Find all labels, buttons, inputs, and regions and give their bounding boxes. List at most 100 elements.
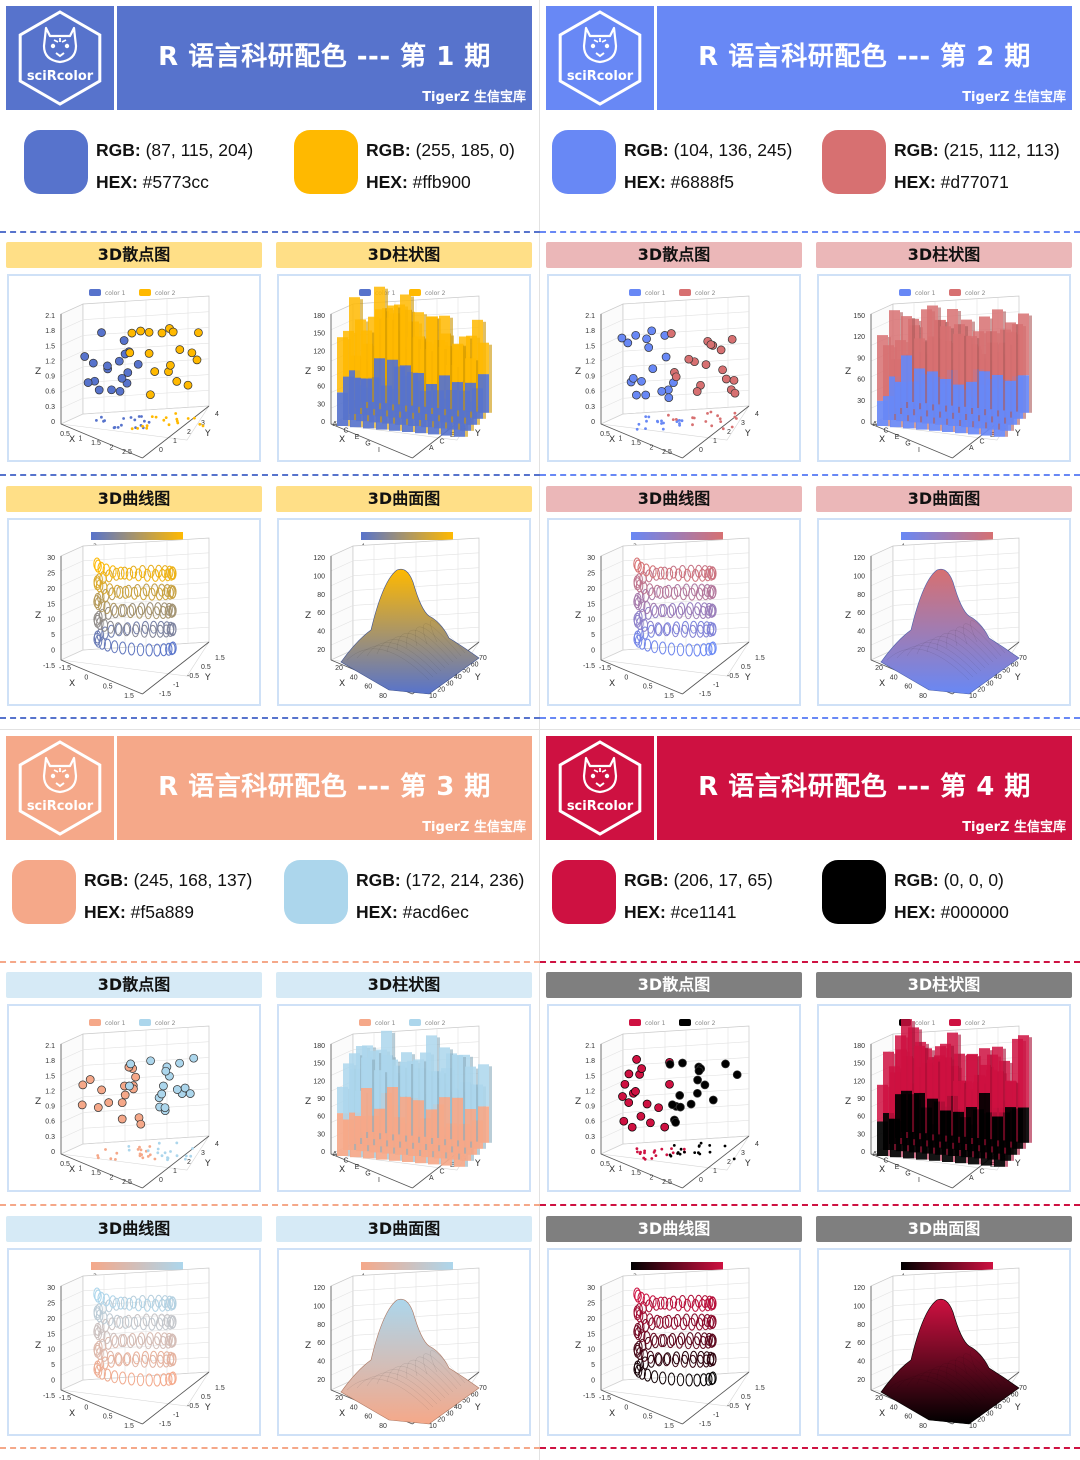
plot-tag-surface: 3D曲面图 [816, 486, 1072, 512]
x-tick: 80 [919, 693, 927, 700]
helix-ring [121, 585, 130, 599]
z-axis-label: Z [575, 367, 581, 377]
color-chip [24, 130, 88, 194]
shadow-point [146, 1155, 150, 1158]
y-axis-label: Y [744, 429, 751, 439]
scatter-point [671, 1118, 680, 1127]
x-tick: A [333, 421, 338, 428]
helix-ring [692, 1336, 701, 1350]
helix-ring [168, 1316, 177, 1329]
helix-ring [674, 1298, 683, 1312]
helix-ring [684, 606, 693, 620]
scatter-point [157, 328, 167, 338]
scatter-point [88, 358, 98, 368]
scatter-point [126, 1059, 135, 1069]
header-separator [114, 736, 117, 840]
z-tick: 0 [321, 419, 325, 426]
helix-ring [677, 602, 686, 616]
x-axis-label: X [69, 679, 75, 689]
line-3d-chart: -227302520151050-1.5-1.500.51.5-1.5-1-0.… [35, 1262, 225, 1430]
helix-ring [659, 641, 667, 655]
y-tick: 0 [159, 447, 163, 454]
helix-ring [143, 1298, 152, 1312]
scatter-point [668, 1100, 677, 1110]
surface-mesh [880, 1298, 1020, 1425]
mesh-line [415, 1356, 458, 1390]
x-tick: 80 [919, 1423, 927, 1430]
helix-ring [108, 1317, 116, 1331]
bar-segment [361, 330, 372, 379]
shadow-point [140, 1153, 144, 1157]
bar-side [990, 1050, 993, 1140]
z-tick: 30 [47, 1285, 55, 1292]
mesh-line [386, 636, 446, 669]
shadow-point [650, 1157, 654, 1160]
plot-card-scatter: color 1 color 2 2.1 1.8 1.5 1.2 0.9 0.6 0.3 0 0.5 1… [547, 1004, 801, 1192]
bar-segment [349, 1053, 360, 1113]
bar-segment [1018, 313, 1029, 376]
bar-segment [927, 1059, 938, 1099]
z-tick: 15 [587, 601, 595, 608]
shadow-point [104, 1148, 107, 1151]
bar-segment [361, 1057, 372, 1088]
bar-segment [374, 1108, 385, 1134]
scatter-point [120, 1090, 130, 1100]
bar-segment [343, 376, 354, 420]
dashed-divider [0, 961, 540, 963]
mesh-line [962, 1353, 1002, 1387]
bar-segment [889, 310, 900, 377]
helix-ring [137, 602, 146, 616]
helix-ring [158, 1313, 166, 1327]
mesh-line [430, 620, 466, 654]
shadow-point [644, 415, 648, 418]
z-tick: 30 [857, 398, 865, 405]
shadow-point [162, 418, 166, 422]
bar-segment [953, 1111, 964, 1137]
axis-box [59, 537, 210, 695]
scatter-point [632, 390, 641, 400]
helix-ring [119, 1334, 128, 1347]
helix-ring [152, 1336, 161, 1350]
bar-side [463, 1057, 466, 1141]
legend-swatch [139, 1019, 151, 1026]
x-tick: E [895, 434, 900, 441]
shadow-point [637, 422, 641, 426]
helix-ring [691, 568, 700, 582]
z-tick: 40 [857, 629, 865, 636]
scatter-point [131, 1072, 140, 1082]
shadow-point [191, 1147, 194, 1150]
z-tick: 0.6 [45, 1119, 55, 1126]
z-axis-label: Z [845, 1341, 851, 1351]
palette-panel-4: sciRcolor R 语言科研配色 --- 第 4 期 TigerZ 生信宝库 RG… [540, 730, 1080, 1460]
z-tick: 60 [317, 384, 325, 391]
helix-ring [708, 1372, 716, 1386]
z-tick: 0 [591, 648, 595, 655]
y-axis-label: Y [744, 673, 751, 683]
helix-ring [659, 604, 668, 617]
helix-ring [685, 1373, 693, 1387]
helix-ring [123, 622, 132, 636]
helix-ring [650, 640, 659, 654]
x-tick: 20 [335, 665, 343, 672]
shadow-point [693, 1151, 697, 1154]
z-tick: 20 [587, 1316, 595, 1323]
bar-segment [400, 365, 411, 406]
scatter-point [97, 1085, 106, 1095]
helix-ring [691, 1298, 700, 1312]
swatch-row: RGB: (87, 115, 204) HEX: #5773cc RGB: (255… [0, 130, 540, 200]
x-tick: E [355, 434, 360, 441]
tiger-icon [582, 756, 618, 794]
helix-ring [129, 1295, 138, 1309]
z-tick: 60 [317, 610, 325, 617]
y-axis-label: Y [204, 429, 211, 439]
y-tick: 70 [479, 655, 487, 662]
surface-mesh [880, 568, 1020, 695]
helix-ring [680, 1354, 689, 1368]
helix-ring [660, 566, 669, 580]
hex-text: #f5a889 [125, 902, 194, 922]
scatter-point [641, 390, 651, 400]
y-tick: 20 [977, 687, 985, 694]
scatter-point [620, 1079, 630, 1089]
legend-swatch [139, 289, 151, 296]
helix-ring [138, 565, 147, 578]
